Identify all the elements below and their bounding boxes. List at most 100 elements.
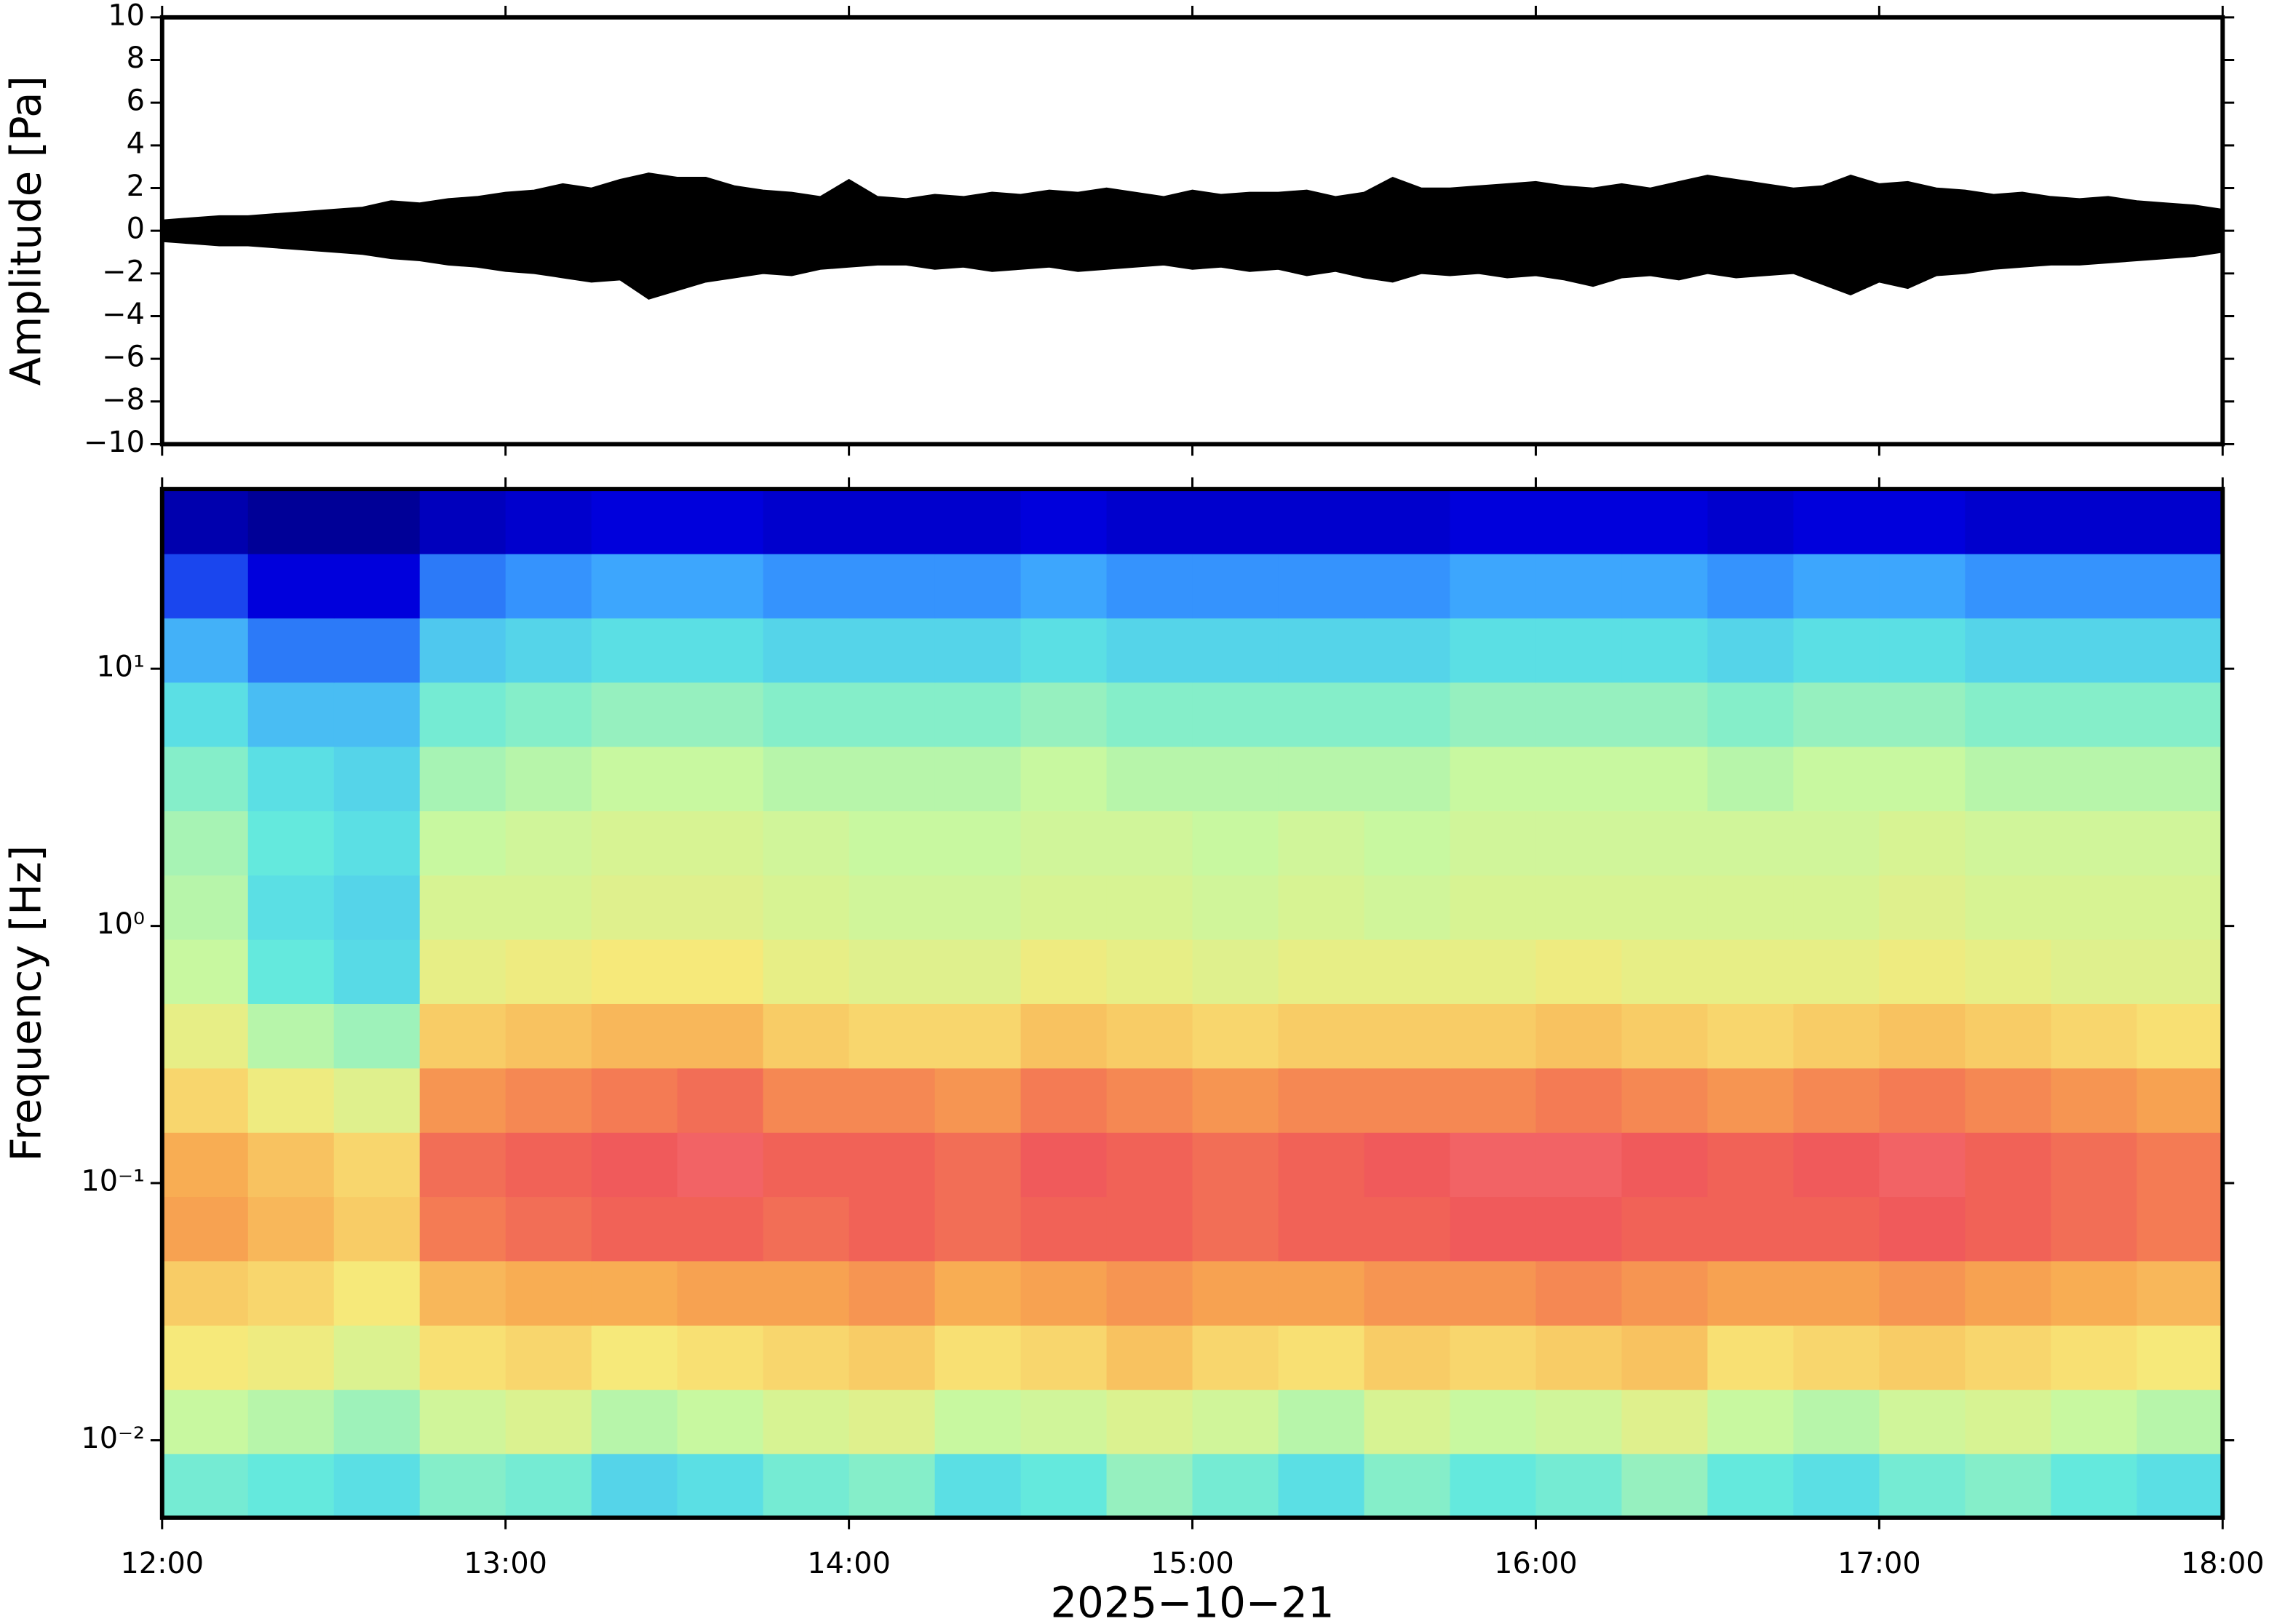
spectrogram-cell — [1621, 1131, 1709, 1198]
spectrogram-cell — [591, 810, 678, 876]
spectrogram-cell — [505, 1324, 592, 1390]
spectrogram-cell — [1278, 1453, 1365, 1518]
spectrogram-cell — [1793, 875, 1880, 940]
spectrogram-cell — [934, 1324, 1022, 1390]
spectrogram-cell — [1364, 1067, 1451, 1133]
spectrogram-cell — [1278, 810, 1365, 876]
spectrogram-cell — [1707, 810, 1795, 876]
spectrogram-cell — [677, 1453, 764, 1518]
spectrogram-cell — [247, 682, 335, 747]
spectrogram-cell — [1793, 1324, 1880, 1390]
spectrogram-cell — [247, 1003, 335, 1069]
spectrogram-cell — [677, 746, 764, 811]
x-tick-label: 18:00 — [2181, 1547, 2265, 1580]
spectrogram-cell — [1535, 617, 1623, 683]
spectrogram-cell — [763, 1067, 850, 1133]
spectrogram-cell — [763, 1260, 850, 1326]
spectrogram-cell — [1707, 939, 1795, 1004]
spectrogram-cell — [934, 553, 1022, 618]
spectrogram-cell — [934, 617, 1022, 683]
spectrogram-cell — [1364, 1324, 1451, 1390]
spectrogram-cell — [1278, 553, 1365, 618]
spectrogram-cell — [1364, 810, 1451, 876]
y-tick-label: 2 — [127, 170, 145, 203]
spectrogram-cell — [1020, 1260, 1108, 1326]
spectrogram-cell — [763, 875, 850, 940]
spectrogram-cell — [2137, 553, 2223, 618]
spectrogram-cell — [1106, 1067, 1193, 1133]
y-axis-label: Frequency [Hz] — [1, 845, 50, 1162]
spectrogram-cell — [162, 939, 249, 1004]
spectrogram-cell — [1020, 1131, 1108, 1198]
spectrogram-cell — [591, 875, 678, 940]
spectrogram-cell — [2051, 939, 2138, 1004]
spectrogram-cell — [1106, 682, 1193, 747]
x-tick-label: 12:00 — [121, 1547, 204, 1580]
spectrogram-cell — [1965, 1003, 2052, 1069]
spectrogram-cell — [1879, 1260, 1966, 1326]
spectrogram-cell — [1278, 1324, 1365, 1390]
spectrogram-cell — [1707, 1131, 1795, 1198]
x-tick-label: 17:00 — [1837, 1547, 1921, 1580]
spectrogram-cell — [763, 939, 850, 1004]
spectrogram-cell — [1535, 1067, 1623, 1133]
spectrogram-cell — [1020, 1453, 1108, 1518]
spectrogram-cell — [162, 1453, 249, 1518]
spectrogram-cell — [2137, 682, 2223, 747]
spectrogram-cell — [1707, 1067, 1795, 1133]
spectrogram-cell — [1450, 489, 1537, 554]
spectrogram-cell — [1965, 1260, 2052, 1326]
spectrogram-cell — [505, 617, 592, 683]
spectrogram-cell — [1707, 489, 1795, 554]
spectrogram-cell — [1621, 1067, 1709, 1133]
spectrogram-cell — [1192, 810, 1279, 876]
spectrogram-cell — [934, 1260, 1022, 1326]
spectrogram-cell — [419, 1453, 506, 1518]
spectrogram-cell — [1707, 682, 1795, 747]
spectrogram-cell — [591, 1453, 678, 1518]
spectrogram-cell — [591, 1260, 678, 1326]
spectrogram-cell — [1621, 1003, 1709, 1069]
spectrogram-cell — [1621, 1260, 1709, 1326]
spectrogram-cell — [849, 1389, 936, 1454]
spectrogram-cell — [247, 1453, 335, 1518]
spectrogram-cell — [2137, 1324, 2223, 1390]
spectrogram-cell — [934, 682, 1022, 747]
spectrogram-cell — [162, 1389, 249, 1454]
spectrogram-cell — [247, 1067, 335, 1133]
spectrogram-cell — [1020, 1067, 1108, 1133]
spectrogram-cell — [1793, 1067, 1880, 1133]
spectrogram-cell — [162, 1003, 249, 1069]
y-tick-label: −4 — [102, 298, 145, 331]
spectrogram-cell — [934, 1196, 1022, 1262]
spectrogram-cell — [2137, 1453, 2223, 1518]
spectrogram-cell — [2137, 1260, 2223, 1326]
spectrogram-cell — [591, 1324, 678, 1390]
spectrogram-cell — [2137, 939, 2223, 1004]
spectrogram-cell — [247, 1131, 335, 1198]
spectrogram-cell — [1106, 746, 1193, 811]
spectrogram-cell — [1707, 1324, 1795, 1390]
waveform-envelope — [162, 172, 2223, 231]
spectrogram-cell — [1106, 1260, 1193, 1326]
spectrogram-cell — [849, 939, 936, 1004]
spectrogram-cell — [1192, 1131, 1279, 1198]
spectrogram-cell — [677, 489, 764, 554]
spectrogram-cell — [1450, 875, 1537, 940]
spectrogram-cell — [1621, 746, 1709, 811]
spectrogram-cell — [1278, 939, 1365, 1004]
spectrogram-cell — [419, 1131, 506, 1198]
spectrogram-cell — [505, 1003, 592, 1069]
spectrogram-cell — [677, 1067, 764, 1133]
spectrogram-cell — [333, 1196, 421, 1262]
spectrogram-cell — [1192, 939, 1279, 1004]
spectrogram-cell — [849, 1453, 936, 1518]
spectrogram-cell — [763, 810, 850, 876]
spectrogram-cell — [333, 875, 421, 940]
spectrogram-cell — [763, 617, 850, 683]
spectrogram-cell — [1879, 617, 1966, 683]
spectrogram-cell — [1450, 1196, 1537, 1262]
spectrogram-cell — [1965, 746, 2052, 811]
spectrogram-cell — [419, 489, 506, 554]
spectrogram-cell — [591, 489, 678, 554]
